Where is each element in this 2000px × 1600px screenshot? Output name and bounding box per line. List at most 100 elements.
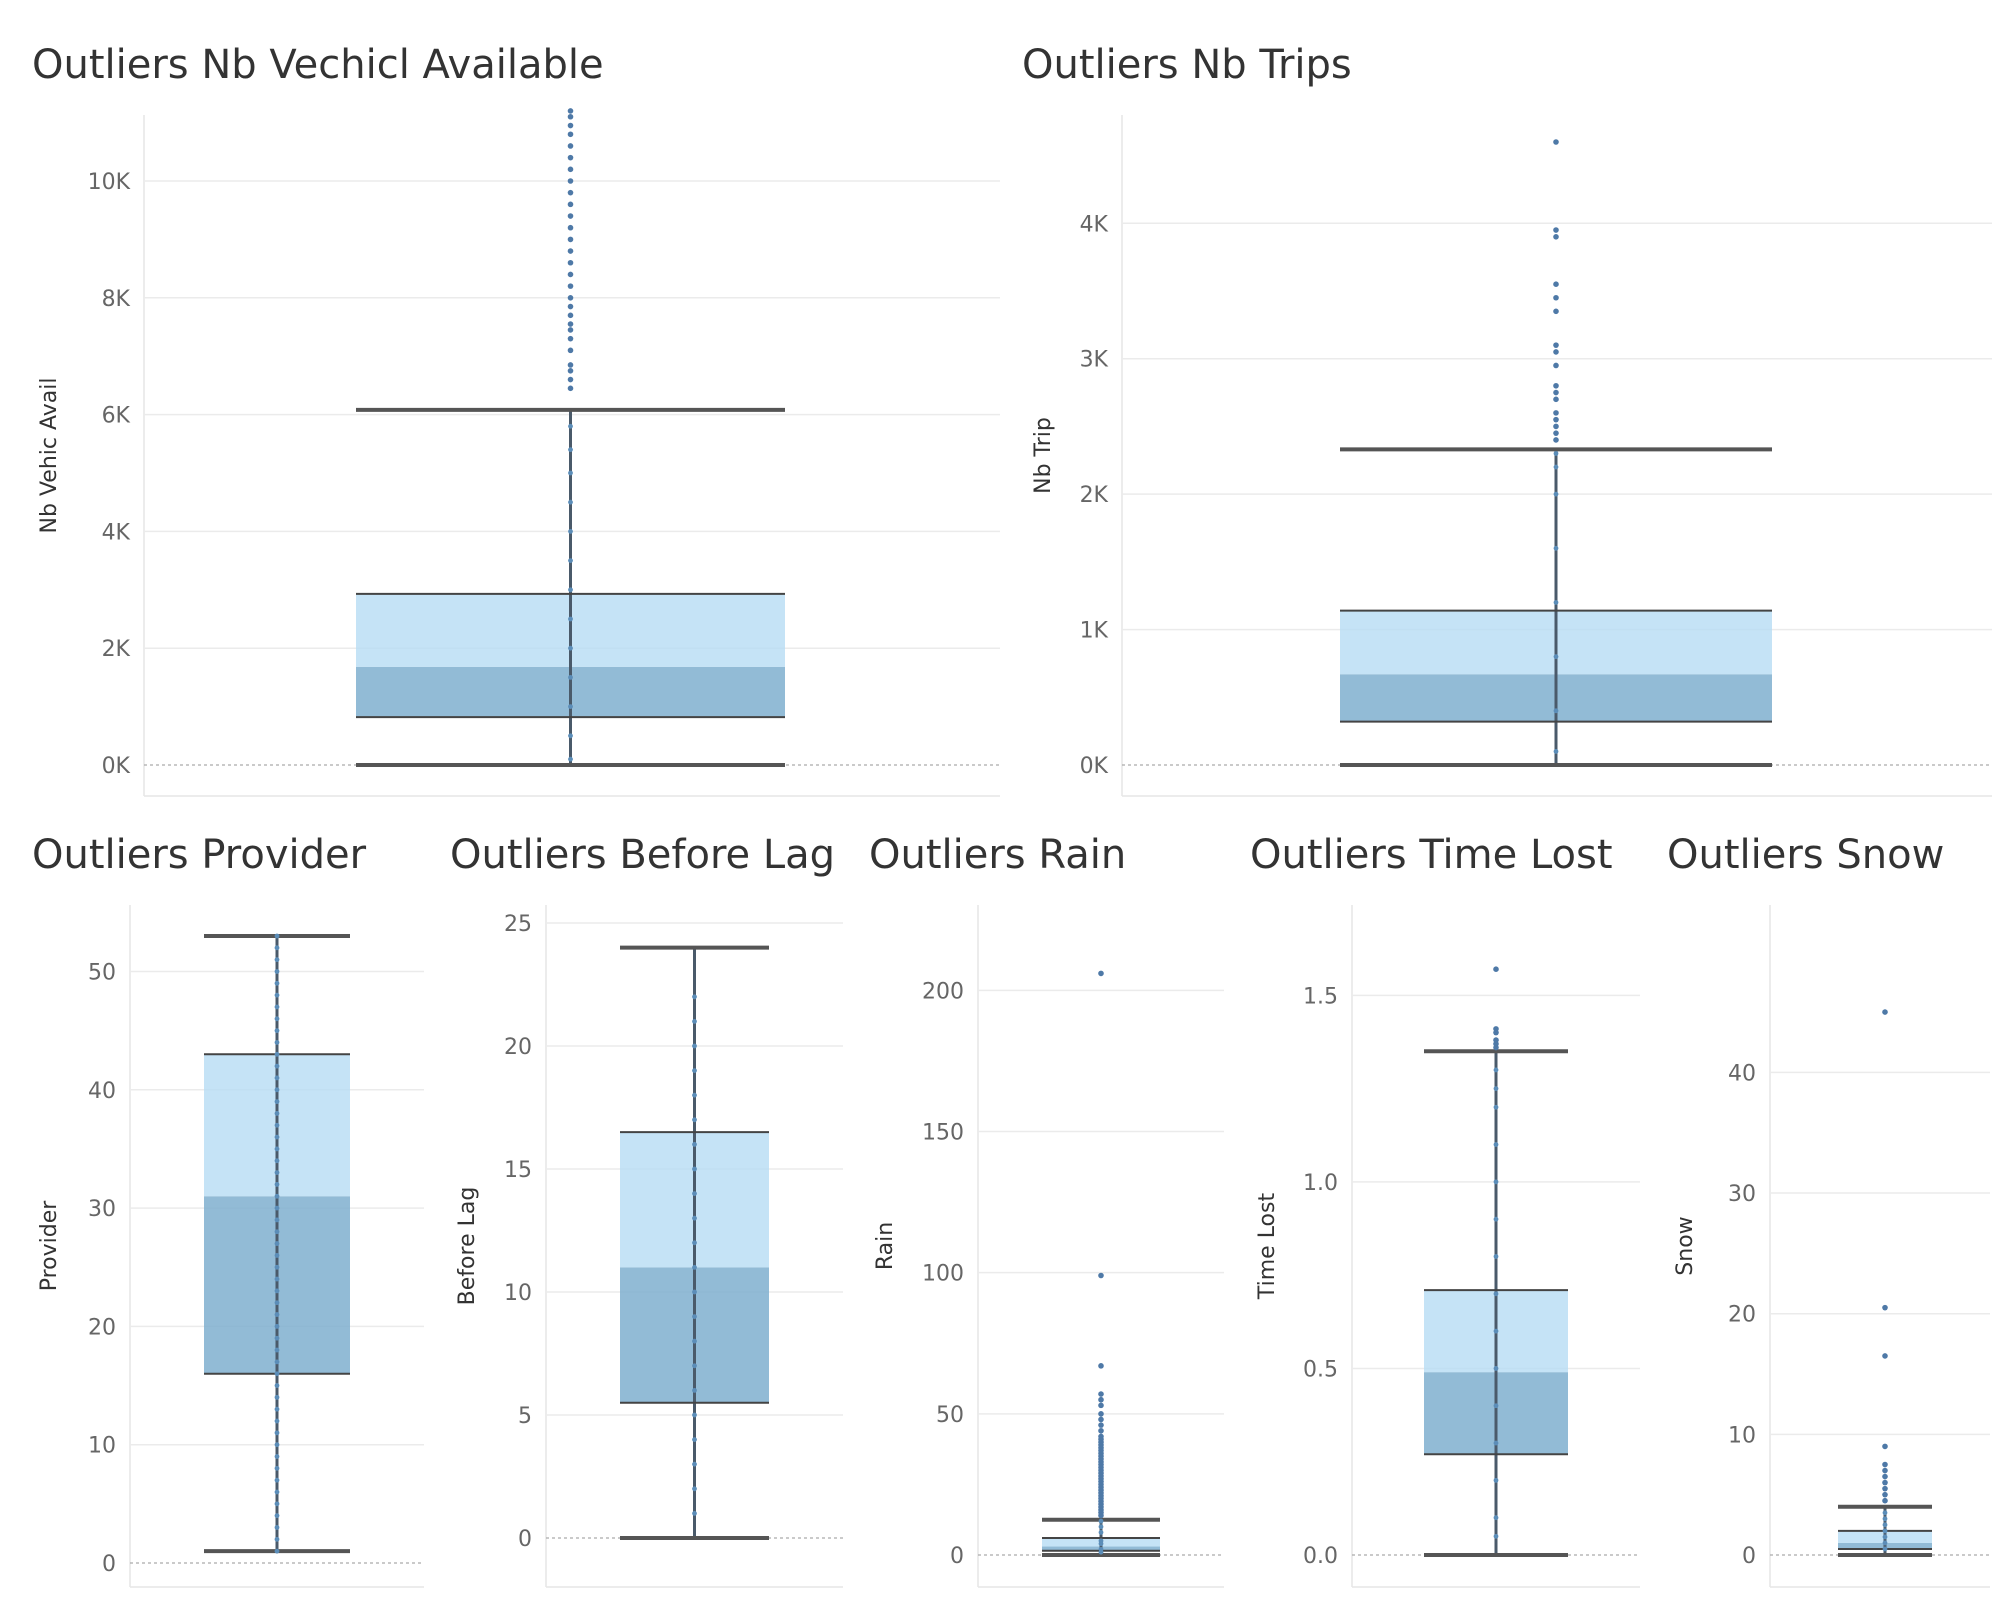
outlier-point	[1882, 1467, 1888, 1474]
y-axis-label: Rain	[873, 1222, 898, 1270]
outlier-point	[567, 303, 574, 310]
chart-title: Outliers Snow	[1667, 832, 1945, 878]
outlier-point	[567, 376, 574, 383]
outlier-point	[1553, 389, 1559, 396]
data-point	[1882, 1522, 1888, 1528]
data-point	[274, 1205, 280, 1211]
outlier-point	[1553, 437, 1559, 443]
chart-title: Outliers Provider	[32, 832, 367, 878]
data-point	[274, 1465, 280, 1471]
data-point	[1882, 1516, 1888, 1522]
data-point	[692, 1314, 697, 1319]
outlier-point	[1098, 1411, 1104, 1417]
data-point	[692, 1166, 697, 1172]
outlier-point	[1098, 970, 1104, 977]
y-tick-label: 3K	[1080, 348, 1109, 373]
data-point	[274, 1264, 280, 1270]
data-point	[1493, 1477, 1499, 1483]
data-point	[274, 1087, 280, 1093]
y-axis-label: Nb Vehic Avail	[37, 378, 62, 534]
data-point	[274, 1217, 280, 1223]
data-point	[274, 1253, 280, 1258]
outlier-point	[1882, 1443, 1888, 1450]
data-point	[568, 423, 573, 429]
outlier-point	[567, 143, 574, 149]
data-point	[692, 1289, 697, 1295]
outlier-point	[1553, 139, 1559, 145]
data-point	[1493, 1440, 1499, 1446]
data-point	[692, 994, 697, 1000]
outlier-point	[1098, 1422, 1104, 1428]
outlier-point	[1553, 423, 1559, 430]
outlier-point	[1493, 966, 1499, 972]
data-point	[692, 1265, 697, 1270]
outlier-point	[567, 108, 574, 114]
outlier-point	[1098, 1272, 1104, 1279]
data-point	[1553, 708, 1559, 714]
outlier-point	[567, 295, 574, 301]
data-point	[1553, 749, 1559, 754]
y-tick-label: 10	[504, 1281, 532, 1306]
data-point	[692, 1511, 697, 1516]
data-point	[692, 1437, 697, 1442]
outlier-point	[1882, 1461, 1888, 1468]
outlier-point	[1553, 382, 1559, 389]
data-point	[692, 1461, 697, 1467]
data-point	[274, 1406, 280, 1412]
outlier-point	[1553, 294, 1559, 301]
outlier-point	[567, 154, 574, 161]
data-point	[568, 733, 573, 739]
chart-title: Outliers Rain	[869, 832, 1127, 878]
y-tick-label: 0.5	[1303, 1357, 1338, 1382]
data-point	[274, 1489, 280, 1495]
data-point	[1882, 1540, 1888, 1546]
data-point	[274, 1075, 280, 1081]
data-point	[1882, 1546, 1888, 1552]
data-point	[274, 1454, 280, 1459]
data-point	[274, 1335, 280, 1341]
data-point	[568, 529, 573, 534]
outlier-point	[1553, 281, 1559, 288]
y-tick-label: 1.5	[1303, 984, 1338, 1009]
y-tick-label: 5	[518, 1404, 532, 1429]
data-point	[692, 1412, 697, 1418]
y-tick-label: 0K	[102, 754, 131, 779]
data-point	[1493, 1291, 1499, 1297]
y-tick-label: 4K	[1080, 212, 1109, 237]
y-tick-label: 10	[1728, 1423, 1756, 1448]
y-tick-label: 0	[950, 1544, 964, 1569]
outlier-point	[567, 213, 574, 219]
outlier-point	[1553, 430, 1559, 436]
data-point	[1493, 1515, 1499, 1521]
outlier-point	[567, 166, 574, 173]
data-point	[692, 1240, 697, 1246]
data-point	[692, 1092, 697, 1098]
data-point	[274, 1016, 280, 1022]
data-point	[274, 1051, 280, 1057]
data-point	[274, 1170, 280, 1176]
outlier-point	[1882, 1009, 1888, 1015]
y-tick-label: 0.0	[1303, 1544, 1338, 1569]
data-point	[692, 1142, 697, 1147]
outlier-point	[1098, 1391, 1104, 1397]
y-tick-label: 30	[1728, 1182, 1756, 1207]
outlier-point	[567, 189, 574, 196]
data-point	[1098, 1524, 1104, 1530]
y-tick-label: 0K	[1080, 754, 1109, 779]
data-point	[274, 969, 280, 974]
outlier-point	[567, 248, 574, 254]
data-point	[1493, 1104, 1499, 1110]
data-point	[568, 616, 573, 622]
data-point	[1493, 1086, 1499, 1091]
data-point	[274, 1111, 280, 1116]
y-tick-label: 30	[88, 1197, 116, 1222]
y-tick-label: 50	[936, 1403, 964, 1428]
outlier-point	[567, 259, 574, 266]
y-tick-label: 10	[88, 1434, 116, 1459]
data-point	[274, 1276, 280, 1282]
outlier-point	[1098, 1402, 1104, 1409]
outlier-point	[567, 236, 574, 243]
